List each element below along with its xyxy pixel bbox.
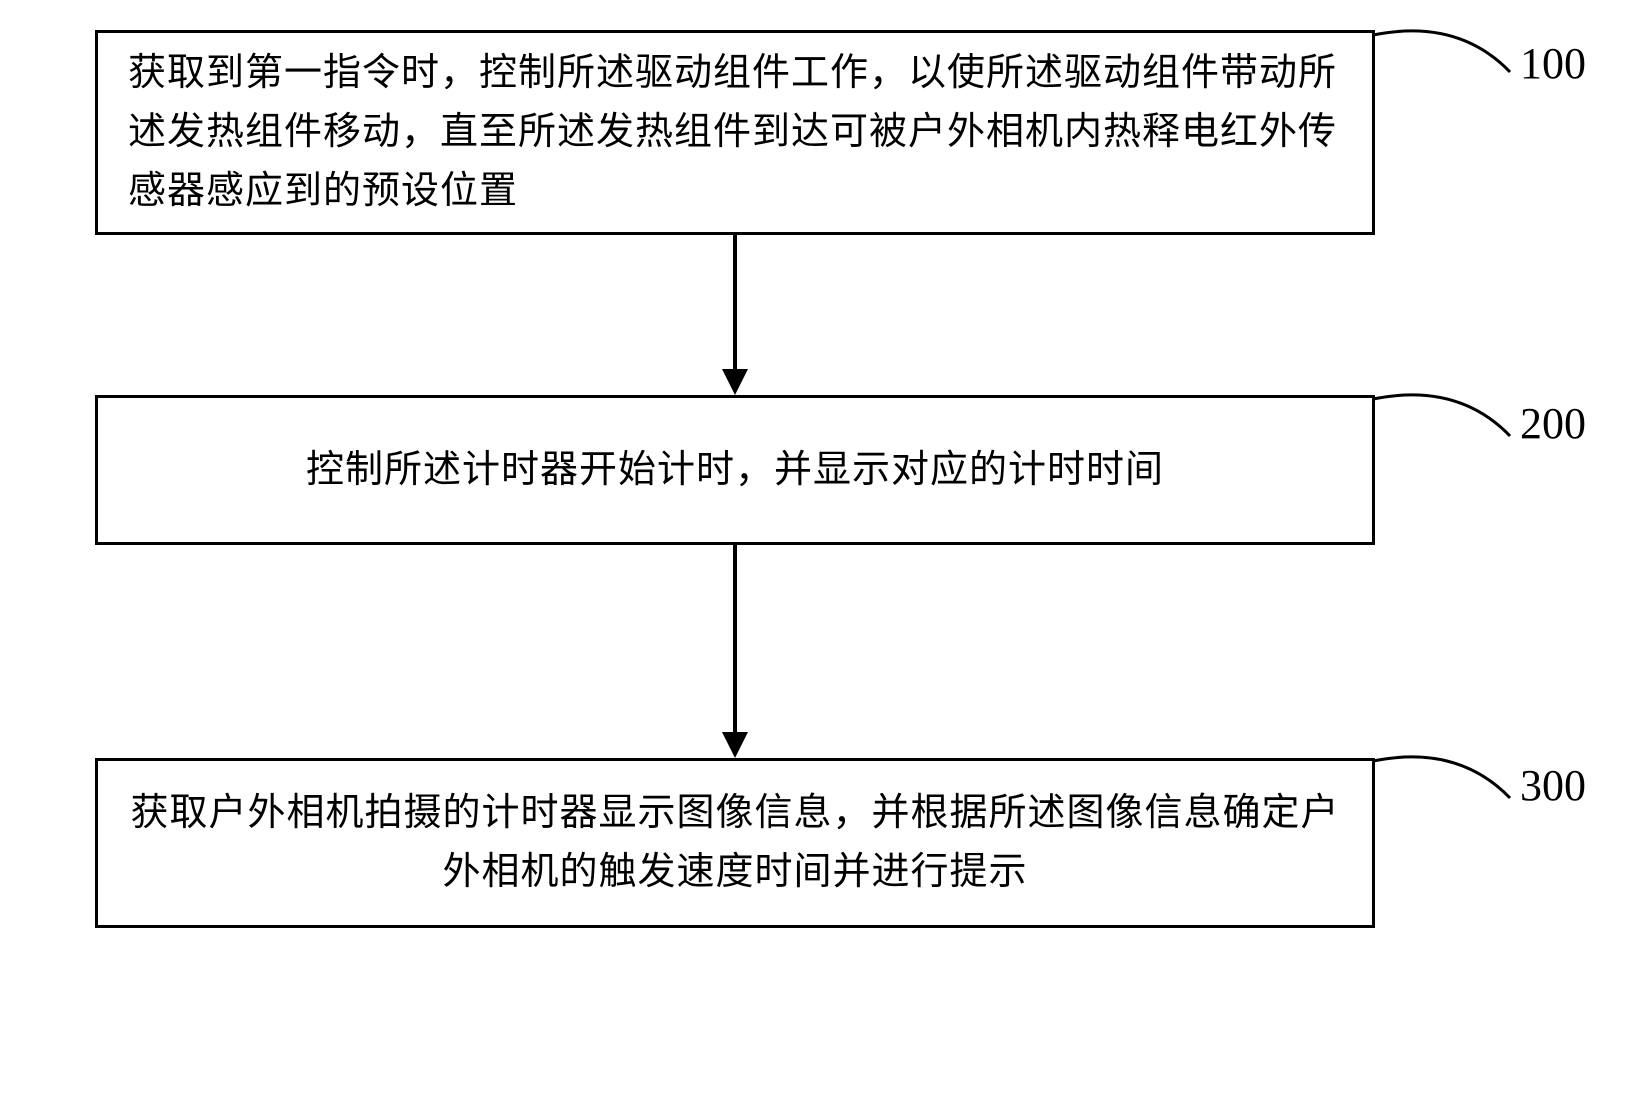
step-label-200: 200 — [1520, 398, 1586, 449]
arrow-line-2 — [733, 545, 737, 734]
flowchart-canvas: 获取到第一指令时，控制所述驱动组件工作，以使所述驱动组件带动所述发热组件移动，直… — [0, 0, 1651, 1097]
arrow-line-1 — [733, 235, 737, 371]
step-text-200: 控制所述计时器开始计时，并显示对应的计时时间 — [306, 441, 1164, 500]
label-connector-200 — [1373, 392, 1523, 452]
arrow-head-2 — [722, 732, 748, 758]
step-text-100: 获取到第一指令时，控制所述驱动组件工作，以使所述驱动组件带动所述发热组件移动，直… — [128, 44, 1342, 221]
step-box-300: 获取户外相机拍摄的计时器显示图像信息，并根据所述图像信息确定户外相机的触发速度时… — [95, 758, 1375, 928]
label-connector-300 — [1373, 754, 1523, 814]
arrow-head-1 — [722, 369, 748, 395]
step-label-300: 300 — [1520, 760, 1586, 811]
label-connector-100 — [1373, 28, 1523, 88]
step-text-300: 获取户外相机拍摄的计时器显示图像信息，并根据所述图像信息确定户外相机的触发速度时… — [128, 784, 1342, 902]
step-box-100: 获取到第一指令时，控制所述驱动组件工作，以使所述驱动组件带动所述发热组件移动，直… — [95, 30, 1375, 235]
step-label-100: 100 — [1520, 38, 1586, 89]
step-box-200: 控制所述计时器开始计时，并显示对应的计时时间 — [95, 395, 1375, 545]
